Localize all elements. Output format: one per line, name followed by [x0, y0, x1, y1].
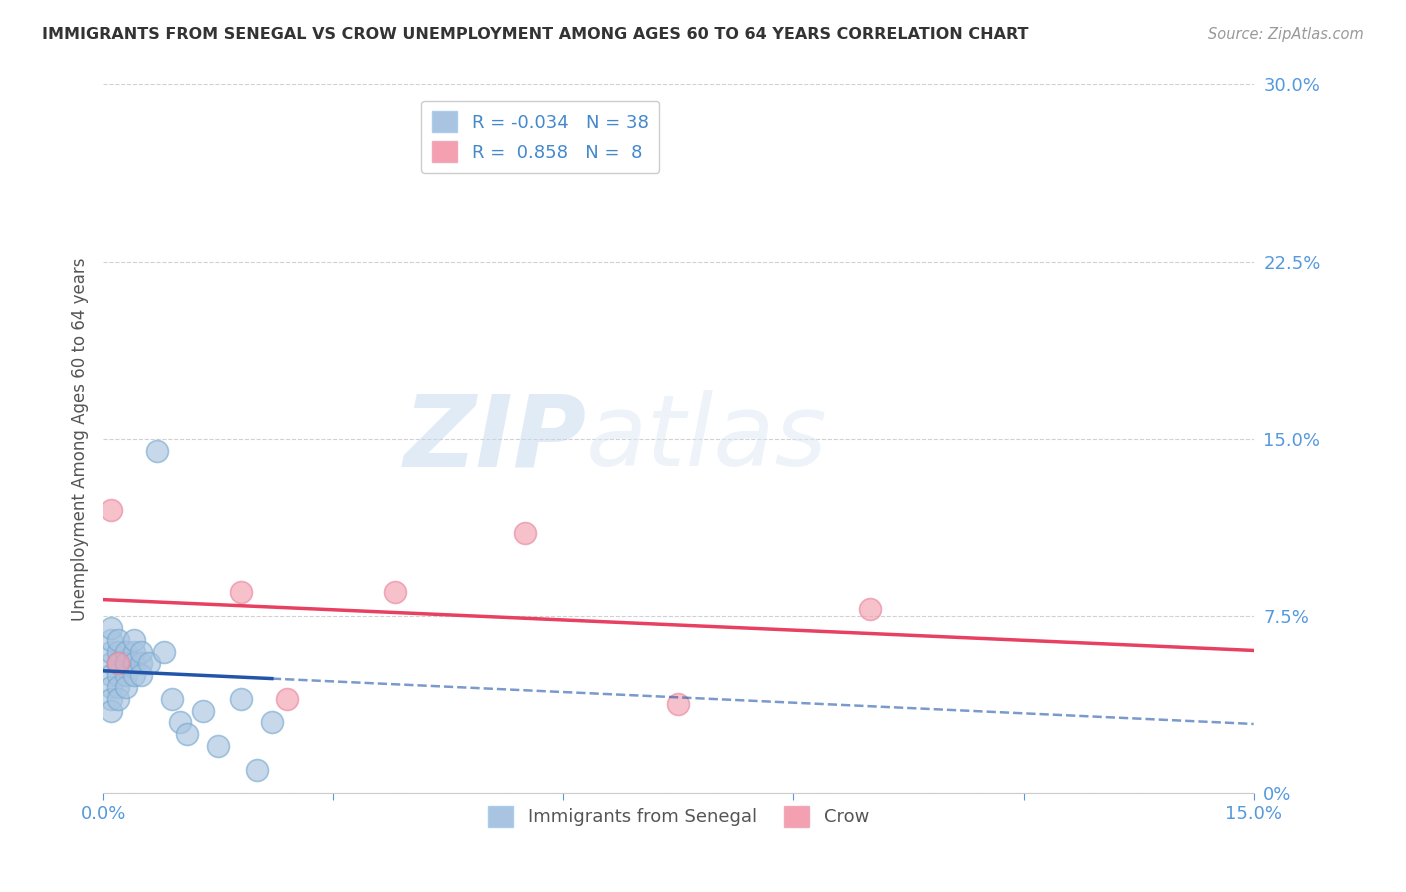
Point: [107, 657, 129, 671]
Point: [245, 763, 267, 777]
Point: [115, 644, 138, 658]
Text: Source: ZipAtlas.com: Source: ZipAtlas.com: [1208, 27, 1364, 42]
Point: [122, 632, 145, 647]
Point: [107, 691, 129, 706]
Point: [107, 632, 129, 647]
Point: [131, 657, 153, 671]
Point: [122, 644, 145, 658]
Point: [107, 668, 129, 682]
Point: [100, 657, 122, 671]
Point: [107, 657, 129, 671]
Point: [138, 657, 160, 671]
Point: [115, 668, 138, 682]
Point: [122, 657, 145, 671]
Point: [513, 526, 536, 541]
Point: [100, 632, 122, 647]
Point: [131, 668, 153, 682]
Point: [176, 727, 198, 741]
Point: [191, 704, 214, 718]
Point: [666, 697, 689, 711]
Point: [146, 443, 169, 458]
Point: [115, 680, 138, 694]
Point: [100, 644, 122, 658]
Y-axis label: Unemployment Among Ages 60 to 64 years: Unemployment Among Ages 60 to 64 years: [72, 257, 89, 621]
Point: [115, 657, 138, 671]
Point: [100, 503, 122, 517]
Point: [100, 691, 122, 706]
Point: [107, 644, 129, 658]
Point: [107, 657, 129, 671]
Point: [122, 668, 145, 682]
Text: IMMIGRANTS FROM SENEGAL VS CROW UNEMPLOYMENT AMONG AGES 60 TO 64 YEARS CORRELATI: IMMIGRANTS FROM SENEGAL VS CROW UNEMPLOY…: [42, 27, 1029, 42]
Point: [231, 691, 253, 706]
Point: [160, 691, 183, 706]
Point: [207, 739, 229, 753]
Point: [384, 585, 406, 599]
Point: [115, 657, 138, 671]
Text: ZIP: ZIP: [404, 391, 586, 487]
Point: [100, 704, 122, 718]
Point: [100, 668, 122, 682]
Point: [276, 691, 298, 706]
Point: [153, 644, 176, 658]
Text: atlas: atlas: [586, 391, 828, 487]
Point: [231, 585, 253, 599]
Point: [859, 602, 882, 616]
Point: [131, 644, 153, 658]
Point: [107, 680, 129, 694]
Point: [169, 715, 191, 730]
Point: [260, 715, 283, 730]
Legend: Immigrants from Senegal, Crow: Immigrants from Senegal, Crow: [481, 798, 876, 834]
Point: [100, 621, 122, 635]
Point: [100, 680, 122, 694]
